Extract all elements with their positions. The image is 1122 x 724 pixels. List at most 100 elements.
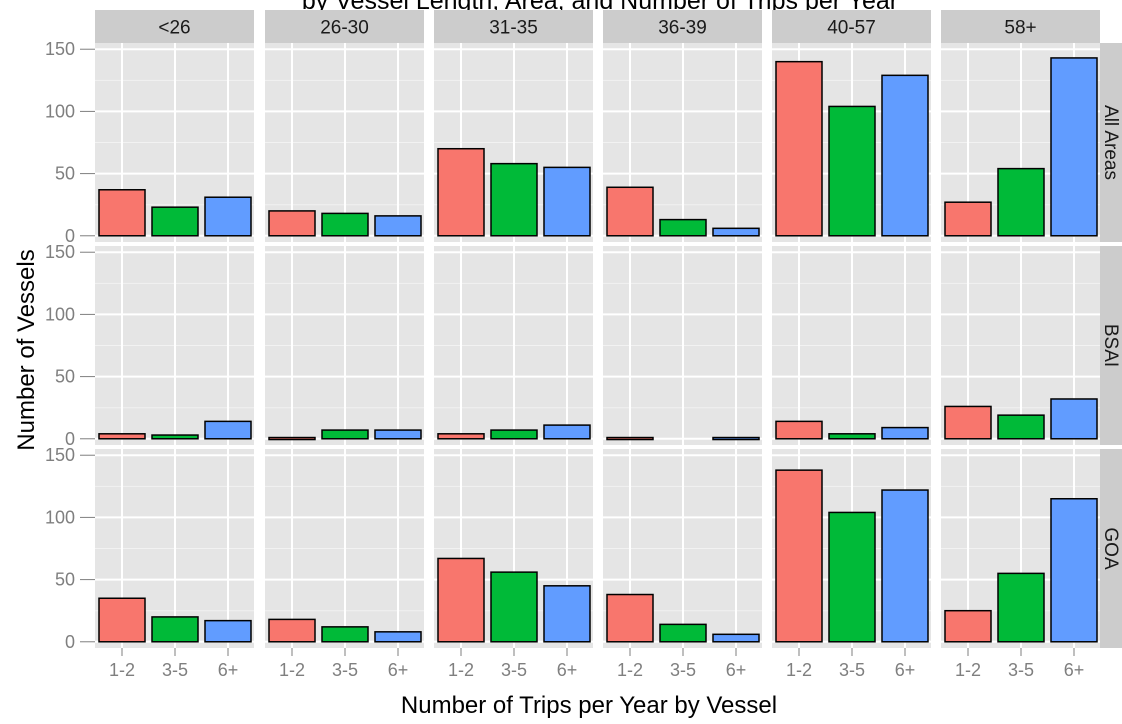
bar-bsai-26-30-3-5 — [321, 429, 369, 440]
y-tick-label: 150 — [45, 242, 75, 262]
bar-all-areas-26-30-1-2 — [268, 210, 316, 237]
bar-all-areas-58plus-6plus — [1050, 57, 1098, 237]
x-tick-label: 3-5 — [501, 660, 527, 680]
bar-all-areas-lt26-6plus — [204, 196, 252, 237]
y-axis-title: Number of Vessels — [13, 249, 40, 450]
y-tick-label: 150 — [45, 39, 75, 59]
bar-bsai-40-57-3-5 — [828, 433, 876, 440]
bar-goa-lt26-1-2 — [98, 597, 146, 643]
y-tick-label: 0 — [65, 632, 75, 652]
bar-all-areas-40-57-1-2 — [775, 60, 823, 237]
column-strip-lt26 — [95, 10, 254, 43]
bar-bsai-40-57-1-2 — [775, 420, 823, 440]
column-strip-40-57 — [772, 10, 931, 43]
bar-goa-31-35-3-5 — [490, 571, 538, 643]
x-tick-label: 1-2 — [448, 660, 474, 680]
column-strip-label-58plus: 58+ — [1004, 18, 1036, 39]
bar-all-areas-31-35-3-5 — [490, 162, 538, 237]
bar-bsai-58plus-6plus — [1050, 398, 1098, 440]
y-tick-label: 50 — [55, 164, 75, 184]
column-strip-label-36-39: 36-39 — [658, 18, 707, 39]
panel-bsai-lt26 — [95, 246, 254, 445]
column-strip-36-39 — [603, 10, 762, 43]
bar-bsai-26-30-6plus — [374, 429, 422, 440]
panel-all-areas-lt26 — [95, 43, 254, 242]
column-strip-31-35 — [434, 10, 593, 43]
bar-goa-58plus-3-5 — [997, 572, 1045, 643]
panel-bsai-58plus — [941, 246, 1100, 445]
bar-goa-36-39-6plus — [712, 633, 760, 643]
y-tick-label: 50 — [55, 570, 75, 590]
y-tick-label: 100 — [45, 304, 75, 324]
bar-bsai-lt26-1-2 — [98, 433, 146, 440]
bar-all-areas-58plus-3-5 — [997, 167, 1045, 237]
bar-bsai-26-30-1-2 — [268, 436, 316, 441]
bar-bsai-lt26-3-5 — [151, 434, 199, 440]
panel-bsai-26-30 — [265, 246, 424, 445]
bar-all-areas-lt26-3-5 — [151, 206, 199, 237]
row-strip-goa — [1100, 449, 1122, 648]
row-strip-bsai — [1100, 246, 1122, 445]
column-strip-label-31-35: 31-35 — [489, 18, 538, 39]
bar-all-areas-36-39-6plus — [712, 227, 760, 237]
bar-bsai-31-35-3-5 — [490, 429, 538, 440]
bar-all-areas-lt26-1-2 — [98, 189, 146, 237]
x-tick-label: 3-5 — [1008, 660, 1034, 680]
bar-all-areas-26-30-6plus — [374, 215, 422, 237]
bar-goa-36-39-3-5 — [659, 623, 707, 643]
panel-goa-31-35 — [434, 449, 593, 648]
x-tick-label: 6+ — [388, 660, 409, 680]
bar-goa-26-30-1-2 — [268, 618, 316, 643]
bar-bsai-36-39-1-2 — [606, 436, 654, 441]
panel-bsai-36-39 — [603, 246, 762, 445]
facet-panels: <26 26-30 31-35 36-39 40-57 58+ All Areas 0 50 10… — [45, 10, 1122, 680]
x-tick-label: 6+ — [1064, 660, 1085, 680]
y-tick-label: 0 — [65, 226, 75, 246]
bar-goa-40-57-1-2 — [775, 469, 823, 643]
row-strip-label-goa: GOA — [1100, 527, 1121, 570]
row-strip-all-areas — [1100, 43, 1122, 242]
bar-goa-40-57-3-5 — [828, 511, 876, 643]
bar-goa-lt26-3-5 — [151, 616, 199, 643]
column-strip-58plus — [941, 10, 1100, 43]
column-strip-label-40-57: 40-57 — [827, 18, 876, 39]
panel-goa-26-30 — [265, 449, 424, 648]
bar-goa-40-57-6plus — [881, 489, 929, 643]
bar-all-areas-31-35-1-2 — [437, 147, 485, 237]
x-tick-label: 1-2 — [109, 660, 135, 680]
panel-all-areas-58plus — [941, 43, 1100, 242]
bar-all-areas-36-39-3-5 — [659, 218, 707, 237]
bar-bsai-31-35-1-2 — [437, 433, 485, 440]
bar-goa-36-39-1-2 — [606, 593, 654, 643]
x-tick-label: 3-5 — [670, 660, 696, 680]
bar-goa-26-30-6plus — [374, 631, 422, 643]
bar-bsai-40-57-6plus — [881, 426, 929, 440]
x-tick-label: 1-2 — [786, 660, 812, 680]
bar-all-areas-40-57-6plus — [881, 74, 929, 237]
column-strip-26-30 — [265, 10, 424, 43]
panel-goa-lt26 — [95, 449, 254, 648]
bar-all-areas-36-39-1-2 — [606, 186, 654, 237]
x-tick-label: 6+ — [726, 660, 747, 680]
y-tick-label: 150 — [45, 445, 75, 465]
bar-goa-58plus-1-2 — [944, 609, 992, 643]
y-tick-label: 0 — [65, 429, 75, 449]
bar-bsai-lt26-6plus — [204, 420, 252, 440]
x-tick-label: 1-2 — [617, 660, 643, 680]
panel-all-areas-36-39 — [603, 43, 762, 242]
bar-all-areas-58plus-1-2 — [944, 201, 992, 237]
bar-bsai-58plus-3-5 — [997, 414, 1045, 440]
x-tick-label: 3-5 — [162, 660, 188, 680]
bar-goa-31-35-1-2 — [437, 557, 485, 643]
x-tick-label: 6+ — [218, 660, 239, 680]
y-tick-label: 50 — [55, 367, 75, 387]
x-tick-label: 1-2 — [955, 660, 981, 680]
panel-bsai-31-35 — [434, 246, 593, 445]
row-strip-label-all-areas: All Areas — [1100, 105, 1121, 180]
x-tick-label: 1-2 — [279, 660, 305, 680]
panel-all-areas-40-57 — [772, 43, 931, 242]
x-tick-label: 3-5 — [839, 660, 865, 680]
bar-goa-lt26-6plus — [204, 619, 252, 643]
x-tick-label: 3-5 — [332, 660, 358, 680]
x-tick-label: 6+ — [557, 660, 578, 680]
